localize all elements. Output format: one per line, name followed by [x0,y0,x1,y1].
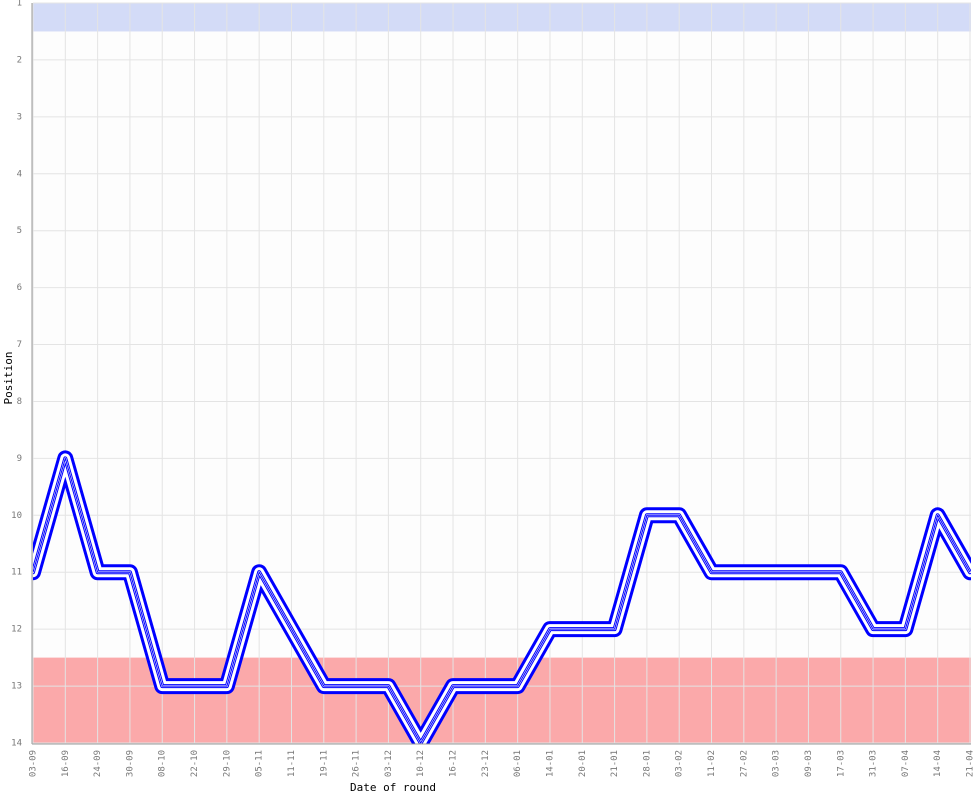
x-tick-label: 29-10 [222,750,232,777]
x-tick-label: 31-03 [869,750,879,777]
y-tick-label: 2 [17,55,22,65]
x-tick-label: 26-11 [352,750,362,777]
y-tick-label: 3 [17,112,22,122]
x-tick-label: 14-04 [933,750,943,777]
y-tick-label: 13 [11,682,22,692]
x-tick-label: 17-03 [836,750,846,777]
x-tick-label: 03-12 [384,750,394,777]
y-tick-label: 8 [17,397,22,407]
x-tick-label: 21-04 [966,750,975,777]
x-tick-label: 03-09 [29,750,39,777]
x-tick-label: 09-03 [804,750,814,777]
x-tick-label: 28-01 [642,750,652,777]
x-tick-label: 06-01 [513,750,523,777]
y-tick-label: 9 [17,454,22,464]
y-tick-label: 7 [17,340,22,350]
x-tick-label: 22-10 [190,750,200,777]
line-series [33,457,971,744]
plot-background [33,3,971,744]
x-tick-label: 11-02 [707,750,717,777]
x-tick-label: 08-10 [158,750,168,777]
x-tick-label: 21-01 [610,750,620,777]
x-tick-label: 30-09 [125,750,135,777]
x-tick-label: 03-02 [675,750,685,777]
x-tick-label: 20-01 [578,750,588,777]
y-tick-label: 10 [11,511,22,521]
x-tick-label: 27-02 [739,750,749,777]
y-tick-label: 12 [11,625,22,635]
x-tick-label: 24-09 [93,750,103,777]
x-tick-label: 19-11 [319,750,329,777]
y-tick-label: 1 [17,0,22,9]
x-tick-label: 16-12 [449,750,459,777]
y-tick-label: 6 [17,283,22,293]
zone-band [33,657,971,743]
y-tick-label: 5 [17,226,22,236]
x-tick-label: 07-04 [901,750,911,777]
zone-band [33,3,971,32]
x-tick-label: 05-11 [255,750,265,777]
x-tick-label: 23-12 [481,750,491,777]
y-axis-title: Position [2,352,15,405]
x-tick-label: 16-09 [61,750,71,777]
x-tick-label: 11-11 [287,750,297,777]
y-tick-label: 14 [11,739,22,749]
x-tick-label: 03-03 [772,750,782,777]
y-tick-label: 11 [11,568,22,578]
x-tick-label: 14-01 [545,750,555,777]
x-axis-title: Date of round [350,781,436,794]
x-tick-label: 10-12 [416,750,426,777]
y-tick-label: 4 [17,169,22,179]
